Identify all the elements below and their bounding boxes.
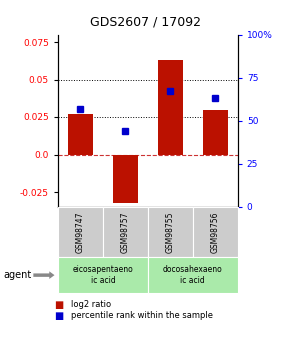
Text: ■: ■ bbox=[54, 300, 63, 310]
Text: ■: ■ bbox=[54, 310, 63, 321]
Bar bbox=[158, 60, 183, 155]
Text: GSM98756: GSM98756 bbox=[211, 211, 220, 253]
Text: log2 ratio: log2 ratio bbox=[71, 300, 111, 309]
Text: GSM98747: GSM98747 bbox=[76, 211, 85, 253]
Text: agent: agent bbox=[3, 270, 31, 280]
Bar bbox=[203, 109, 228, 155]
Bar bbox=[68, 114, 93, 155]
Text: eicosapentaeno
ic acid: eicosapentaeno ic acid bbox=[72, 265, 133, 285]
Bar bbox=[113, 155, 138, 203]
Text: GSM98755: GSM98755 bbox=[166, 211, 175, 253]
Text: percentile rank within the sample: percentile rank within the sample bbox=[71, 310, 213, 319]
Text: docosahexaeno
ic acid: docosahexaeno ic acid bbox=[163, 265, 223, 285]
Text: GSM98757: GSM98757 bbox=[121, 211, 130, 253]
Text: GDS2607 / 17092: GDS2607 / 17092 bbox=[90, 16, 200, 29]
